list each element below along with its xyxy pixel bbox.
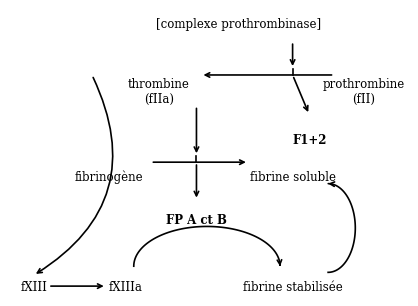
- Text: thrombine
(fIIa): thrombine (fIIa): [128, 78, 190, 106]
- Text: F1+2: F1+2: [292, 134, 326, 147]
- Text: prothrombine
(fII): prothrombine (fII): [323, 78, 405, 106]
- Text: fibrine stabilisée: fibrine stabilisée: [243, 281, 342, 294]
- Text: FP A ct B: FP A ct B: [166, 214, 227, 227]
- Text: fibrine soluble: fibrine soluble: [250, 171, 336, 184]
- Text: fibrinogène: fibrinogène: [74, 171, 143, 184]
- Text: fXIIIa: fXIIIa: [108, 281, 143, 294]
- Text: fXIII: fXIII: [21, 281, 48, 294]
- Text: [complexe prothrombinase]: [complexe prothrombinase]: [155, 18, 321, 31]
